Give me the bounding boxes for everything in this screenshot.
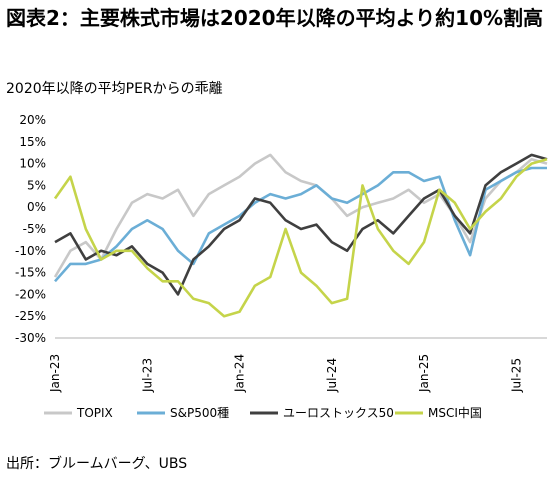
source-note: 出所：ブルームバーグ、UBS: [6, 456, 188, 472]
x-tick-label: Jul-24: [325, 358, 339, 393]
y-axis-ticks: -30% -25% -20% -15% -10% -5% 0% 5% 10% 15% 20%: [15, 113, 46, 345]
y-tick-label: 15%: [19, 135, 46, 149]
y-tick-label: 0%: [27, 200, 46, 214]
chart-title: 図表2：主要株式市場は2020年以降の平均より約10%割高: [6, 6, 544, 30]
y-tick-label: -5%: [23, 222, 46, 236]
series-line-1: [54, 166, 547, 283]
legend-label: ユーロストックス50: [283, 406, 394, 420]
chart-subtitle: 2020年以降の平均PERからの乖離: [6, 81, 223, 97]
x-tick-label: Jul-25: [509, 358, 523, 393]
series-line-0: [53, 153, 548, 278]
x-axis-ticks: Jan-23 Jul-23 Jan-24 Jul-24 Jan-25 Jul-25: [48, 354, 523, 393]
legend-label: MSCI中国: [428, 405, 482, 420]
x-tick-label: Jul-23: [140, 358, 154, 393]
y-tick-label: -30%: [15, 331, 46, 345]
y-tick-label: 5%: [27, 178, 46, 192]
series-line-3: [53, 157, 548, 318]
y-tick-label: -15%: [15, 266, 46, 280]
series-layer: [53, 153, 548, 318]
y-tick-label: -10%: [15, 244, 46, 258]
x-tick-label: Jan-23: [48, 354, 62, 393]
y-tick-label: -25%: [15, 309, 46, 323]
legend: TOPIX S&P500種 ユーロストックス50 MSCI中国: [44, 405, 482, 420]
series-line-2: [54, 153, 548, 296]
y-tick-label: -20%: [15, 287, 46, 301]
y-tick-label: 20%: [19, 113, 46, 127]
x-tick-label: Jan-25: [417, 354, 431, 393]
legend-label: TOPIX: [76, 406, 113, 420]
x-tick-label: Jan-24: [233, 354, 247, 393]
y-tick-label: 10%: [19, 157, 46, 171]
legend-label: S&P500種: [170, 406, 229, 420]
